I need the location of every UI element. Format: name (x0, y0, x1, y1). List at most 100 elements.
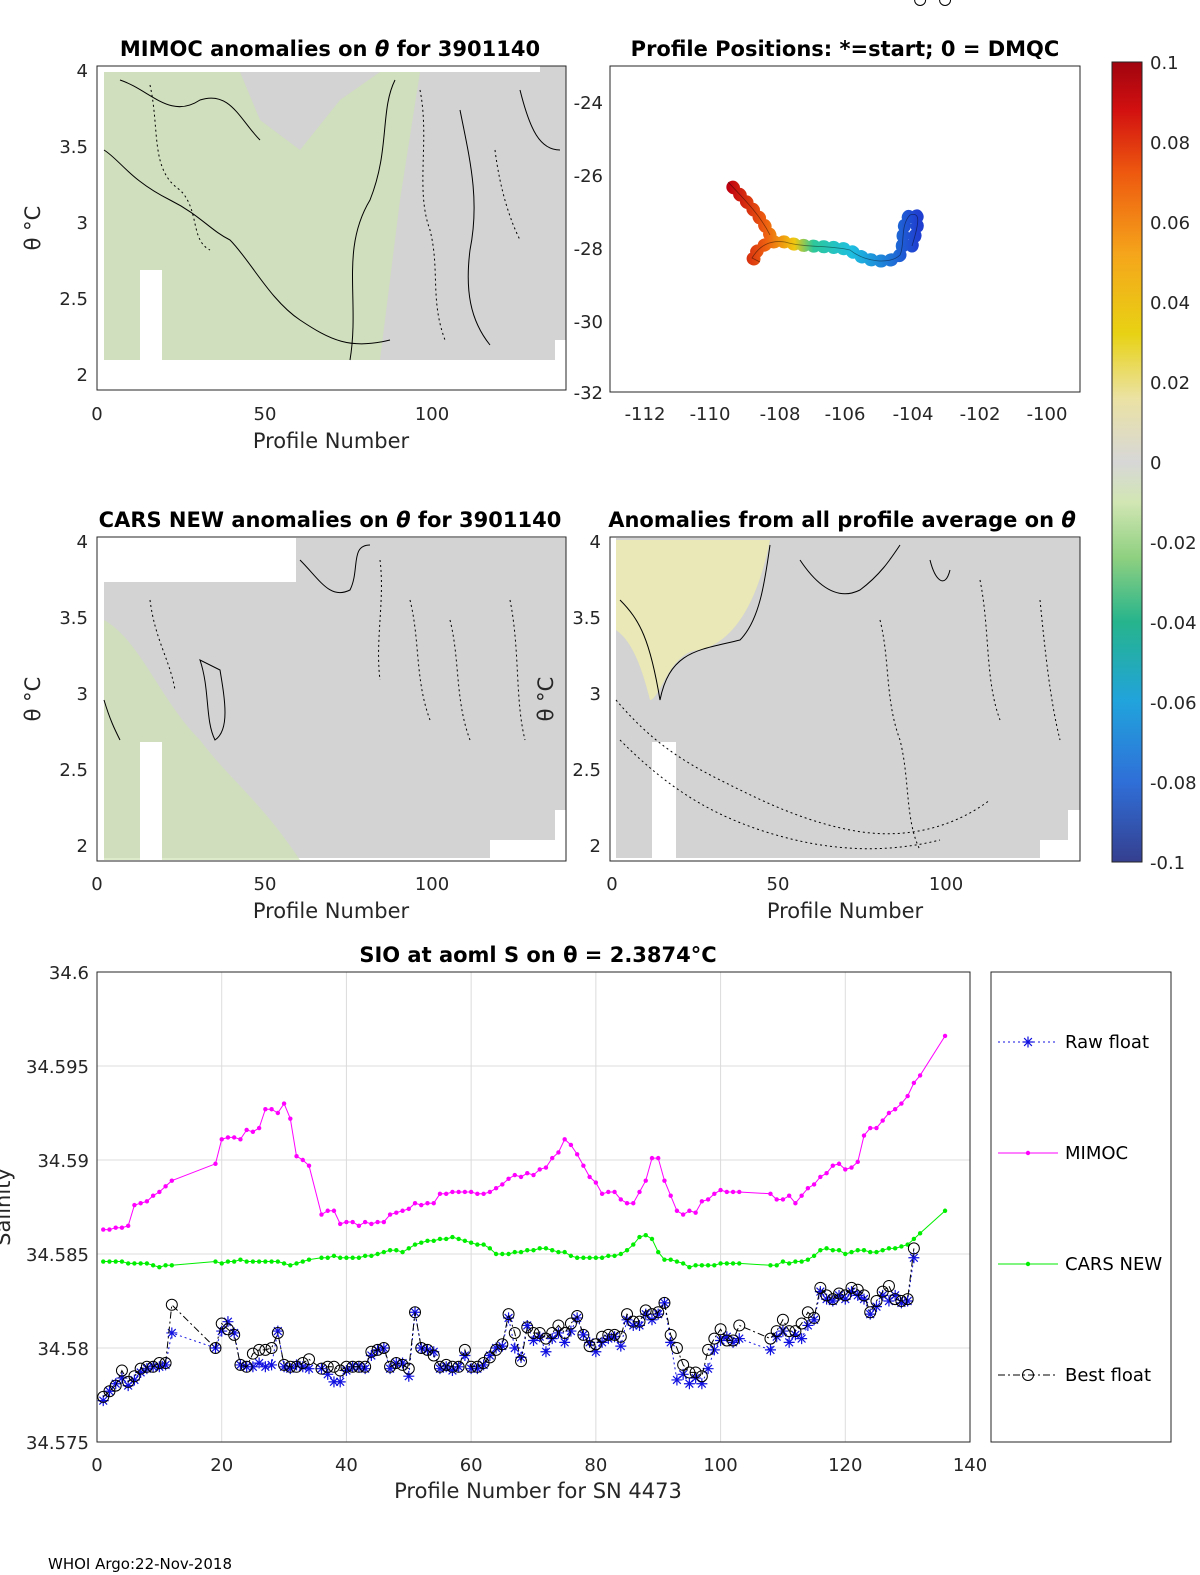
best-float-point (352, 1360, 365, 1373)
raw-float-point (565, 1325, 577, 1337)
raw-float-point (228, 1327, 240, 1339)
svg-text:-0.06: -0.06 (1150, 693, 1197, 714)
raw-float-point (683, 1378, 695, 1390)
mimoc-point (593, 1180, 599, 1185)
cars-new-point (450, 1234, 455, 1240)
raw-float-point (340, 1365, 352, 1377)
svg-text:3.5: 3.5 (59, 608, 88, 629)
mimoc-point (325, 1208, 330, 1213)
raw-float-point (160, 1359, 172, 1371)
mimoc-point (693, 1210, 698, 1215)
mimoc-point (525, 1170, 530, 1176)
cars-new-point (331, 1253, 337, 1259)
mimoc-point (830, 1163, 836, 1168)
allavg-yticks: 2 2.5 3 3.5 4 (572, 532, 601, 857)
cars-new-point (693, 1263, 698, 1268)
raw-float-point (490, 1342, 502, 1354)
best-float-point (321, 1360, 334, 1373)
raw-float-point (652, 1308, 664, 1320)
raw-float-point (658, 1297, 670, 1309)
svg-text:3: 3 (77, 684, 88, 705)
mimoc-legend-label: MIMOC (1065, 1143, 1128, 1164)
best-float-point (359, 1360, 372, 1373)
raw-float-point (858, 1293, 870, 1305)
best-float-point (621, 1308, 634, 1321)
allavg-title: Anomalies from all profile average on θ (608, 508, 1076, 532)
best-float-point (465, 1360, 478, 1373)
salinity-grid (96, 971, 971, 1443)
mimoc-point (768, 1191, 773, 1197)
allavg-xlabel: Profile Number (767, 899, 924, 923)
best-float-point (390, 1357, 403, 1370)
mimoc-point (905, 1093, 910, 1099)
raw-float-point (702, 1363, 714, 1375)
mimoc-point (793, 1201, 798, 1206)
raw-float-point (397, 1357, 409, 1369)
allavg-dotted-contours (615, 579, 1061, 851)
svg-text:0.08: 0.08 (1150, 133, 1190, 154)
y-tick-label: 34.6 (49, 963, 89, 984)
cars-new-point (818, 1248, 823, 1253)
best-float-legend-label: Best float (1065, 1365, 1151, 1386)
mimoc-point (612, 1189, 617, 1195)
cars-new-point (138, 1261, 143, 1266)
mimoc-point (637, 1189, 642, 1195)
mimoc-point (861, 1133, 867, 1138)
mimoc-point (705, 1197, 711, 1202)
cars-new-legend-label: CARS NEW (1065, 1254, 1162, 1275)
svg-text:0.04: 0.04 (1150, 293, 1190, 314)
cars-new-point (656, 1249, 661, 1255)
positions-panel: Profile Positions: *=start; 0 = DMQC -11… (574, 37, 1081, 425)
cars-new-point (163, 1263, 168, 1268)
svg-text:-104: -104 (893, 404, 934, 425)
best-float-point (458, 1343, 471, 1356)
raw-float-point (266, 1359, 278, 1371)
cars-new-point (337, 1255, 343, 1260)
best-float-point (147, 1360, 160, 1373)
raw-float-point (727, 1336, 739, 1348)
cars-new-point (412, 1242, 418, 1247)
mimoc-point (687, 1208, 692, 1213)
raw-float-point (808, 1314, 820, 1326)
best-float-point (571, 1310, 584, 1323)
raw-float-point (390, 1357, 402, 1369)
cars-new-legend-marker (1025, 1261, 1031, 1267)
salinity-series (98, 0, 952, 1407)
best-float-point (770, 1325, 783, 1338)
best-float-point (546, 1326, 559, 1339)
best-float-point (278, 1358, 291, 1371)
cars-new-point (506, 1251, 511, 1257)
raw-float-point (908, 1252, 920, 1264)
best-float-point (471, 1360, 484, 1373)
mimoc-point (406, 1206, 411, 1212)
best-float-point (683, 1366, 696, 1379)
raw-float-point (291, 1359, 303, 1371)
best-float-point (165, 1298, 178, 1311)
cars-new-point (275, 1259, 281, 1264)
cars-yticks: 2 2.5 3 3.5 4 (59, 532, 88, 857)
best-float-point (527, 1326, 540, 1339)
mimoc-point (836, 1161, 842, 1166)
mimoc-point (468, 1189, 474, 1195)
mimoc-point (500, 1182, 505, 1187)
mimoc-series (101, 1033, 948, 1232)
cars-new-point (730, 1261, 736, 1266)
cars-new-point (319, 1255, 324, 1260)
raw-float-point (322, 1368, 334, 1380)
salinity-axes (96, 971, 971, 1443)
positions-yticks: -24 -26 -28 -30 -32 (574, 93, 603, 404)
best-float-point (702, 1343, 715, 1356)
cars-new-point (425, 1238, 430, 1244)
cars-new-point (606, 1253, 611, 1259)
cars-new-point (356, 1255, 362, 1260)
raw-float-point (615, 1340, 627, 1352)
cars-new-point (500, 1251, 505, 1257)
raw-float-point (303, 1363, 315, 1375)
mimoc-point (475, 1191, 480, 1197)
best-float-point (658, 1296, 671, 1309)
raw-float-point (634, 1319, 646, 1331)
svg-text:0.06: 0.06 (1150, 213, 1190, 234)
mimoc-point (892, 1107, 898, 1112)
mimoc-point (618, 1197, 623, 1202)
cars-new-point (481, 1242, 486, 1247)
